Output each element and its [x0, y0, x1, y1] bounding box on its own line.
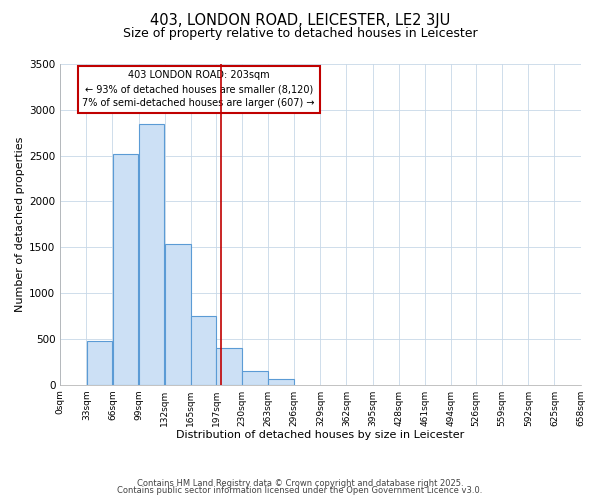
- Text: Contains HM Land Registry data © Crown copyright and database right 2025.: Contains HM Land Registry data © Crown c…: [137, 478, 463, 488]
- Bar: [139, 124, 164, 384]
- Y-axis label: Number of detached properties: Number of detached properties: [15, 136, 25, 312]
- Text: 403 LONDON ROAD: 203sqm
← 93% of detached houses are smaller (8,120)
7% of semi-: 403 LONDON ROAD: 203sqm ← 93% of detache…: [82, 70, 315, 108]
- Text: Size of property relative to detached houses in Leicester: Size of property relative to detached ho…: [122, 28, 478, 40]
- X-axis label: Distribution of detached houses by size in Leicester: Distribution of detached houses by size …: [176, 430, 464, 440]
- Bar: [268, 378, 294, 384]
- Bar: [216, 348, 242, 385]
- Bar: [86, 340, 112, 384]
- Text: 403, LONDON ROAD, LEICESTER, LE2 3JU: 403, LONDON ROAD, LEICESTER, LE2 3JU: [150, 12, 450, 28]
- Bar: [191, 316, 216, 384]
- Bar: [113, 154, 139, 384]
- Text: Contains public sector information licensed under the Open Government Licence v3: Contains public sector information licen…: [118, 486, 482, 495]
- Bar: [165, 244, 191, 384]
- Bar: [242, 371, 268, 384]
